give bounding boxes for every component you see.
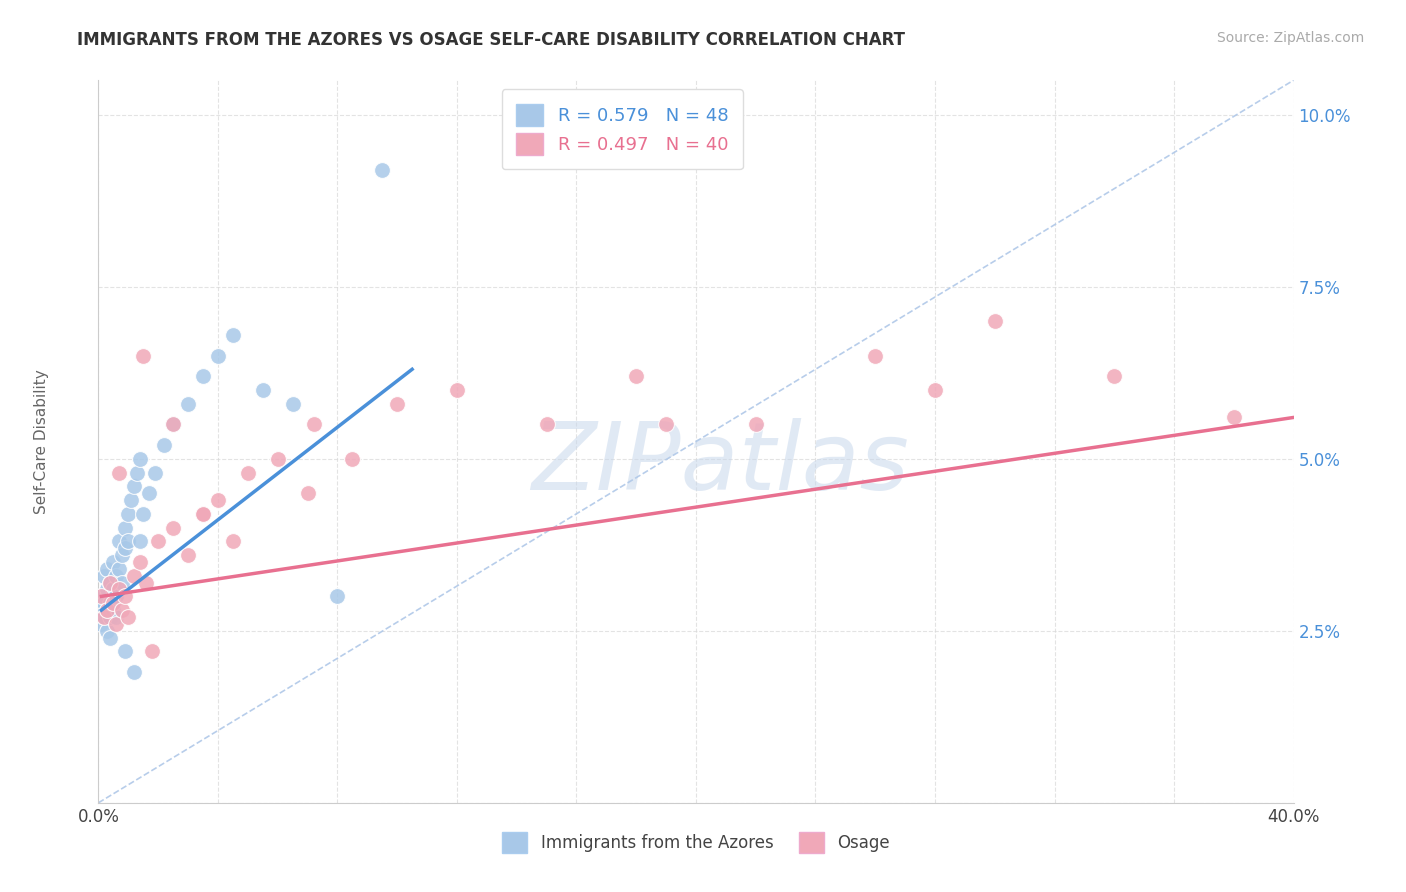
Point — [93, 568, 115, 582]
Point — [108, 466, 131, 480]
Point — [103, 582, 125, 597]
Point — [222, 327, 245, 342]
Point — [267, 451, 290, 466]
Point — [342, 451, 364, 466]
Point — [124, 479, 146, 493]
Point — [105, 610, 128, 624]
Legend: Immigrants from the Azores, Osage: Immigrants from the Azores, Osage — [496, 826, 896, 860]
Point — [984, 314, 1007, 328]
Point — [108, 562, 131, 576]
Point — [127, 466, 149, 480]
Point — [302, 417, 325, 432]
Point — [924, 383, 946, 397]
Point — [148, 534, 170, 549]
Point — [114, 590, 136, 604]
Point — [114, 541, 136, 556]
Point — [93, 596, 115, 610]
Point — [117, 507, 139, 521]
Point — [745, 417, 768, 432]
Point — [103, 555, 125, 569]
Point — [96, 562, 118, 576]
Point — [117, 610, 139, 624]
Point — [143, 466, 166, 480]
Point — [138, 486, 160, 500]
Point — [129, 555, 152, 569]
Point — [326, 590, 349, 604]
Point — [98, 596, 122, 610]
Point — [191, 507, 214, 521]
Point — [153, 438, 176, 452]
Point — [252, 383, 274, 397]
Point — [96, 603, 118, 617]
Point — [135, 575, 157, 590]
Point — [177, 397, 200, 411]
Point — [98, 610, 122, 624]
Point — [124, 568, 146, 582]
Point — [236, 466, 259, 480]
Point — [103, 603, 125, 617]
Point — [1104, 369, 1126, 384]
Point — [114, 644, 136, 658]
Point — [90, 603, 112, 617]
Point — [96, 624, 118, 638]
Point — [129, 534, 152, 549]
Point — [385, 397, 409, 411]
Point — [108, 582, 131, 597]
Point — [132, 349, 155, 363]
Text: Source: ZipAtlas.com: Source: ZipAtlas.com — [1216, 31, 1364, 45]
Point — [297, 486, 319, 500]
Point — [103, 596, 125, 610]
Point — [162, 417, 184, 432]
Point — [90, 590, 112, 604]
Point — [108, 534, 131, 549]
Point — [98, 631, 122, 645]
Point — [114, 520, 136, 534]
Point — [371, 162, 394, 177]
Point — [162, 520, 184, 534]
Text: IMMIGRANTS FROM THE AZORES VS OSAGE SELF-CARE DISABILITY CORRELATION CHART: IMMIGRANTS FROM THE AZORES VS OSAGE SELF… — [77, 31, 905, 49]
Point — [105, 616, 128, 631]
Point — [111, 575, 134, 590]
Point — [96, 582, 118, 597]
Text: ZIPatlas: ZIPatlas — [531, 417, 908, 508]
Point — [105, 590, 128, 604]
Point — [90, 590, 112, 604]
Point — [536, 417, 558, 432]
Point — [117, 534, 139, 549]
Point — [222, 534, 245, 549]
Point — [96, 603, 118, 617]
Point — [655, 417, 678, 432]
Point — [446, 383, 468, 397]
Point — [93, 610, 115, 624]
Point — [626, 369, 648, 384]
Point — [207, 349, 229, 363]
Point — [865, 349, 887, 363]
Point — [98, 575, 122, 590]
Point — [120, 493, 142, 508]
Point — [191, 507, 214, 521]
Point — [132, 507, 155, 521]
Point — [141, 644, 163, 658]
Point — [177, 548, 200, 562]
Point — [111, 603, 134, 617]
Point — [162, 417, 184, 432]
Point — [90, 616, 112, 631]
Point — [98, 575, 122, 590]
Text: Self-Care Disability: Self-Care Disability — [34, 369, 49, 514]
Point — [111, 548, 134, 562]
Point — [191, 369, 214, 384]
Point — [124, 665, 146, 679]
Point — [281, 397, 304, 411]
Point — [105, 568, 128, 582]
Point — [207, 493, 229, 508]
Point — [1223, 410, 1246, 425]
Point — [93, 610, 115, 624]
Point — [129, 451, 152, 466]
